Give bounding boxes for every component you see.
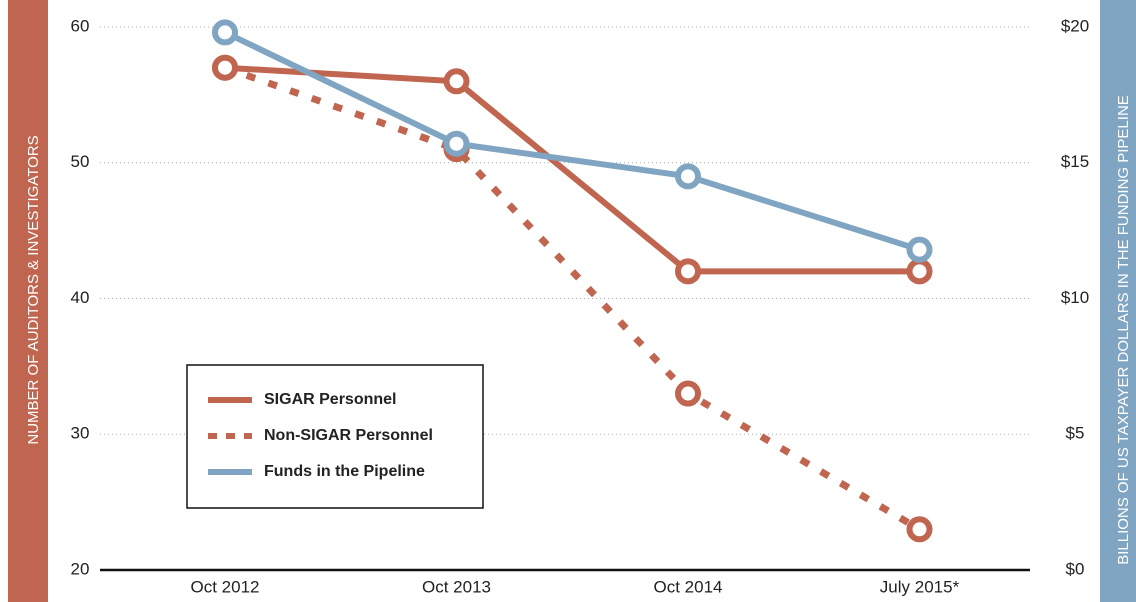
y-tick-label: 30 bbox=[71, 424, 90, 443]
x-tick-label: Oct 2014 bbox=[654, 577, 723, 596]
marker bbox=[906, 236, 933, 263]
y2-axis-title: BILLIONS OF US TAXPAYER DOLLARS IN THE F… bbox=[1115, 95, 1132, 565]
y2-tick-label: $5 bbox=[1066, 424, 1085, 443]
right-strip bbox=[1100, 0, 1136, 602]
legend-label: Non-SIGAR Personnel bbox=[264, 427, 433, 444]
marker bbox=[212, 19, 238, 46]
y-tick-label: 60 bbox=[71, 16, 90, 35]
y-tick-label: 20 bbox=[71, 559, 90, 578]
x-tick-label: Oct 2012 bbox=[191, 577, 260, 596]
marker bbox=[212, 54, 238, 81]
legend-label: SIGAR Personnel bbox=[264, 391, 396, 408]
y-axis-title: NUMBER OF AUDITORS & INVESTIGATORS bbox=[25, 135, 42, 444]
y2-tick-label: $0 bbox=[1066, 559, 1085, 578]
series-line bbox=[223, 29, 921, 253]
marker bbox=[443, 130, 470, 157]
marker bbox=[906, 516, 933, 543]
legend-label: Funds in the Pipeline bbox=[264, 463, 425, 480]
series-line bbox=[224, 64, 920, 275]
x-tick-label: July 2015* bbox=[880, 577, 960, 596]
y2-tick-label: $10 bbox=[1061, 288, 1089, 307]
y2-tick-label: $15 bbox=[1061, 152, 1089, 171]
x-tick-label: Oct 2013 bbox=[422, 577, 491, 596]
marker bbox=[675, 163, 701, 190]
legend bbox=[186, 364, 484, 509]
series-line bbox=[223, 64, 922, 533]
left-strip bbox=[8, 0, 48, 602]
y2-tick-label: $20 bbox=[1061, 16, 1089, 35]
marker bbox=[906, 258, 933, 285]
y-tick-label: 50 bbox=[71, 152, 90, 171]
marker bbox=[675, 258, 701, 285]
marker bbox=[675, 380, 701, 407]
y-tick-label: 40 bbox=[71, 288, 90, 307]
marker bbox=[443, 68, 470, 95]
